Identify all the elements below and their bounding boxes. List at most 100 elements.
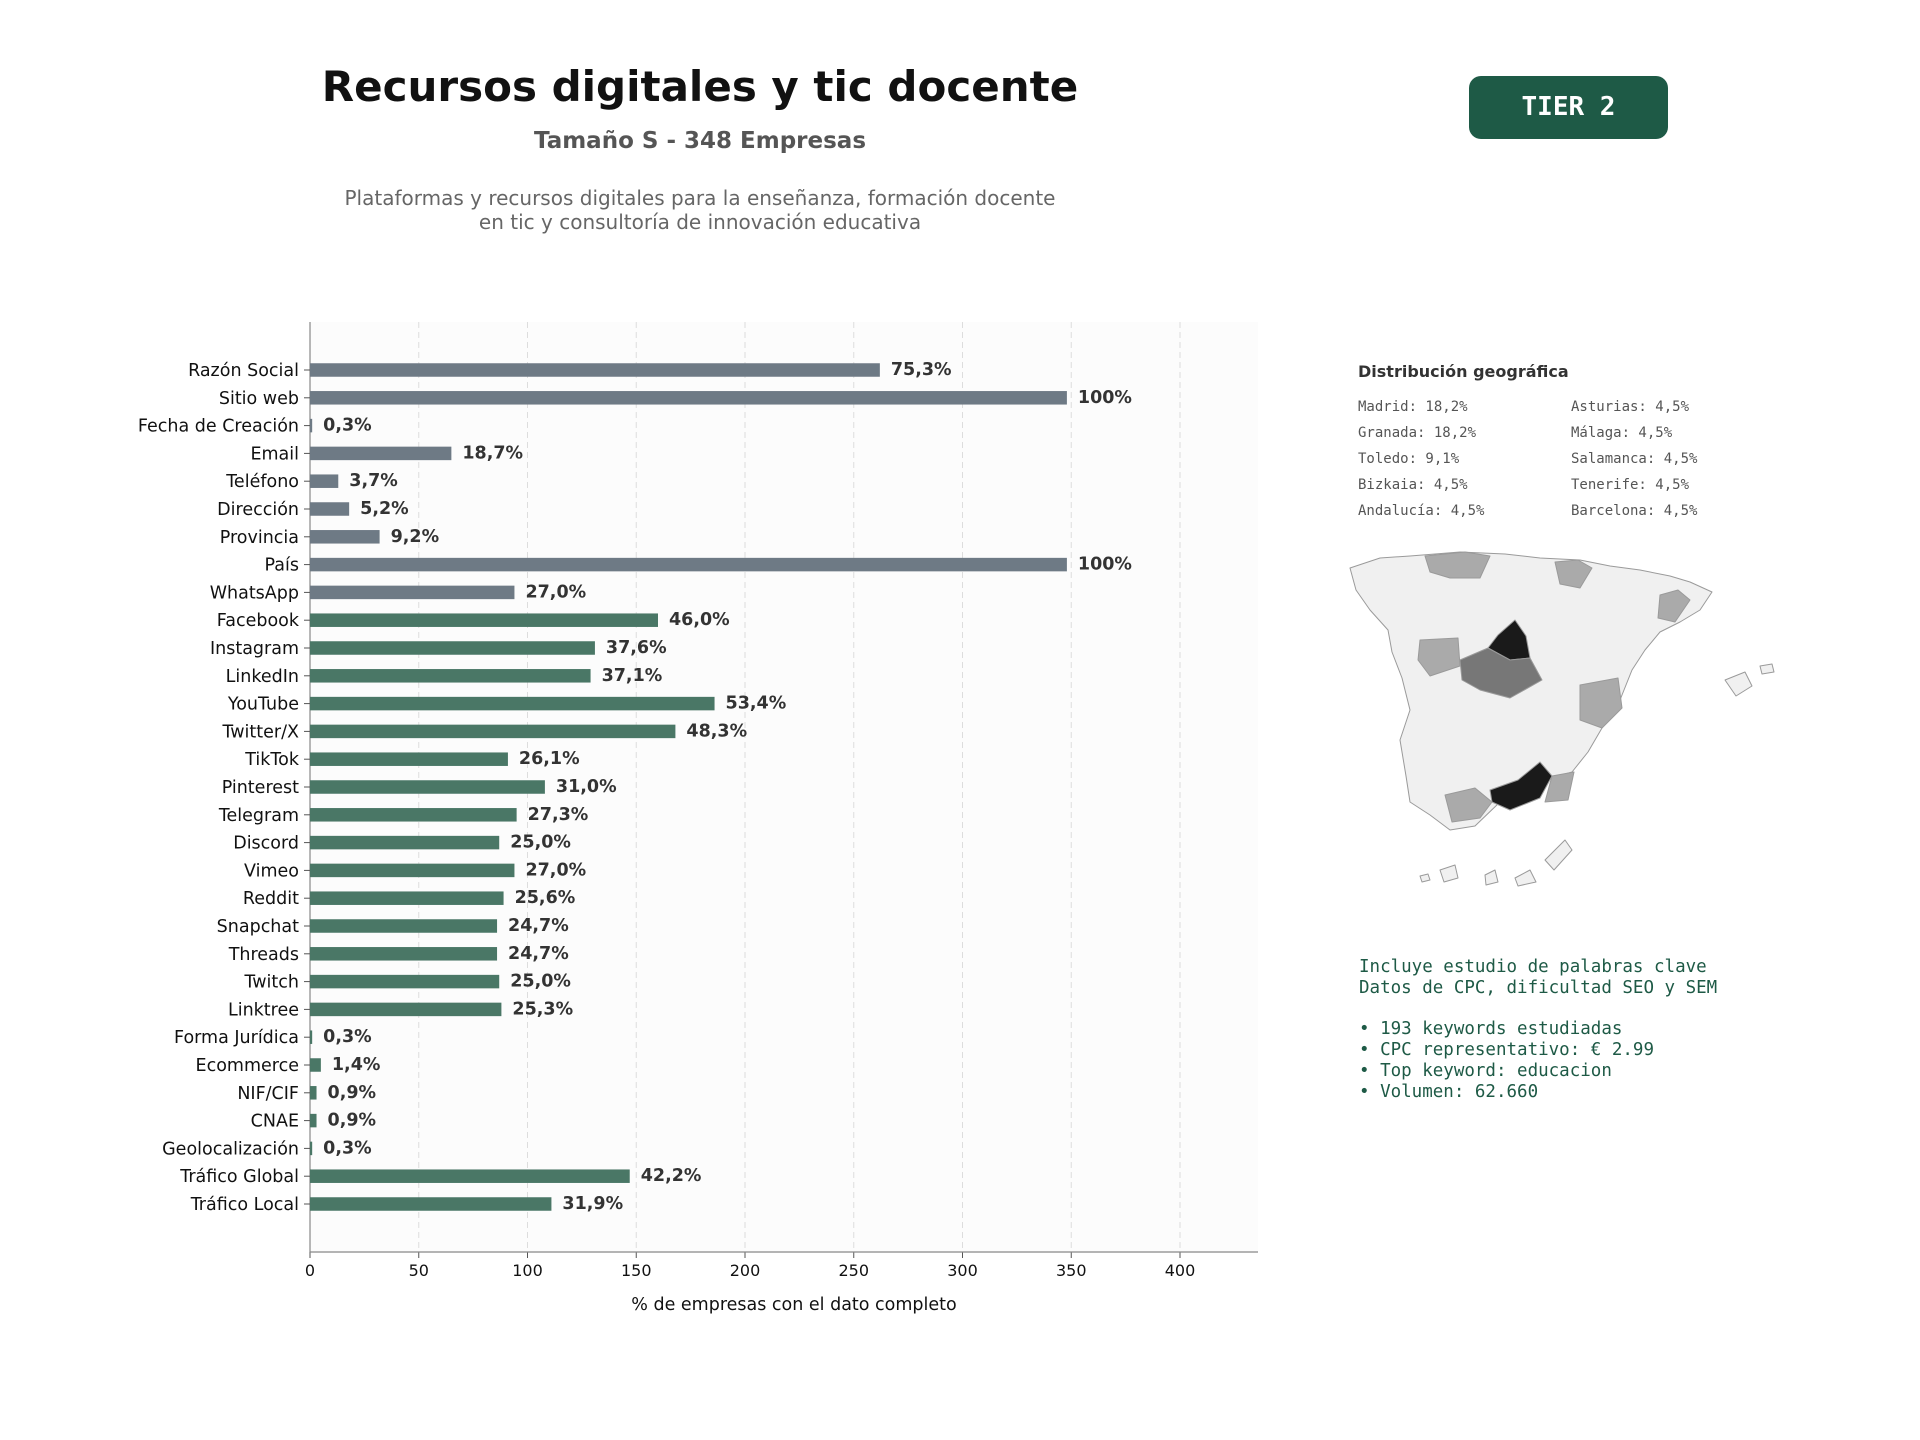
bar [310,1141,313,1156]
bar [310,891,504,905]
y-tick-label: Facebook [217,611,300,631]
geo-item: Málaga: 4,5% [1571,425,1673,441]
x-tick-label: 200 [730,1261,761,1280]
bar [310,391,1067,405]
data-label: 27,0% [525,582,586,602]
bar [310,669,591,683]
y-tick-label: Fecha de Creación [138,417,299,437]
data-label: 0,3% [323,416,372,436]
geo-item: Barcelona: 4,5% [1571,503,1698,519]
bar [310,1169,630,1183]
description-line-2: en tic y consultoría de innovación educa… [478,210,922,234]
map-region-asturias [1424,551,1491,579]
y-tick-label: Twitter/X [221,722,299,742]
data-label: 100% [1078,388,1132,408]
bar [310,974,500,989]
map-region-granada [1489,761,1553,811]
y-tick-label: CNAE [251,1112,299,1132]
data-label: 9,2% [391,527,440,547]
data-label: 26,1% [519,749,580,769]
bar [310,1113,317,1128]
map-balearic-menorca [1759,663,1775,675]
y-tick-label: País [265,556,299,576]
bar [310,474,339,488]
bar [310,752,508,766]
bar [310,919,498,933]
bar [310,835,500,850]
page-subtitle: Tamaño S - 348 Empresas [533,128,867,154]
data-label: 31,0% [556,777,617,797]
y-tick-label: NIF/CIF [237,1084,299,1104]
data-label: 100% [1078,555,1132,575]
map-canary-2 [1484,869,1499,886]
y-tick-label: TikTok [244,750,300,770]
y-tick-label: YouTube [227,695,299,715]
bar [310,863,515,878]
y-tick-label: Razón Social [188,361,299,381]
y-tick-label: Linktree [228,1000,299,1020]
bar [310,724,676,739]
page-title: Recursos digitales y tic docente [321,62,1079,111]
data-label: 0,9% [328,1111,377,1131]
y-tick-label: Reddit [243,889,299,909]
bar-chart: 0 50 100 150 200 250 300 350 400 Razón Social 75,3… [138,322,1258,1315]
bar [310,557,1067,572]
keywords-line-1: Incluye estudio de palabras clave [1359,957,1707,977]
y-tick-label: Twitch [243,973,299,993]
bar [310,446,452,461]
data-label: 25,3% [512,999,573,1019]
bar [310,1002,502,1017]
data-label: 25,0% [510,833,571,853]
data-label: 27,3% [528,805,589,825]
keywords-bullet: • CPC representativo: € 2.99 [1359,1040,1655,1060]
x-axis-title: % de empresas con el dato completo [631,1295,956,1315]
description-line-1: Plataformas y recursos digitales para la… [344,186,1056,210]
data-label: 5,2% [360,499,409,519]
bar [310,585,515,600]
y-tick-label: Sitio web [219,389,299,409]
y-tick-label: Teléfono [225,472,299,492]
map-region-east [1579,677,1623,729]
y-tick-label: Telegram [218,806,299,826]
geo-list: Madrid: 18,2% Asturias: 4,5% Granada: 18… [1358,398,1778,520]
bar [310,1058,321,1072]
y-tick-label: Discord [233,834,299,854]
data-label: 37,1% [602,666,663,686]
data-label: 25,6% [515,888,576,908]
y-tick-label: Tráfico Global [179,1167,299,1187]
x-tick-label: 400 [1165,1261,1196,1280]
x-tick-label: 100 [512,1261,543,1280]
geo-item: Asturias: 4,5% [1571,399,1690,415]
y-tick-label: Email [250,444,299,464]
data-label: 18,7% [462,443,523,463]
bar [310,363,880,377]
y-tick-label: Tráfico Local [190,1195,299,1215]
keywords-bullet: • 193 keywords estudiadas [1359,1019,1623,1039]
y-tick-label: Forma Jurídica [174,1028,299,1048]
data-label: 27,0% [525,860,586,880]
geo-item: Granada: 18,2% [1358,425,1477,441]
y-tick-label: Instagram [210,639,299,659]
geo-item: Toledo: 9,1% [1358,451,1460,467]
bar [310,1197,552,1211]
map-balearic-mallorca [1724,671,1753,697]
map-region-malaga [1444,787,1493,823]
map-canary-5 [1419,873,1431,883]
bar [310,808,517,822]
map-region-toledo [1459,647,1543,699]
y-tick-label: Pinterest [222,778,299,798]
data-label: 1,4% [332,1055,381,1075]
x-tick-label: 350 [1056,1261,1087,1280]
x-tick-label: 250 [838,1261,869,1280]
data-label: 31,9% [562,1194,623,1214]
x-tick-label: 0 [305,1261,315,1280]
y-tick-label: WhatsApp [210,583,299,603]
keywords-line-2: Datos de CPC, dificultad SEO y SEM [1359,978,1718,998]
bar [310,641,595,655]
y-tick-label: Snapchat [217,917,299,937]
data-label: 37,6% [606,638,667,658]
y-tick-label: Ecommerce [196,1056,299,1076]
data-label: 0,3% [323,1138,372,1158]
keywords-bullet: • Top keyword: educacion [1359,1061,1612,1081]
map-region-barcelona [1657,589,1691,623]
